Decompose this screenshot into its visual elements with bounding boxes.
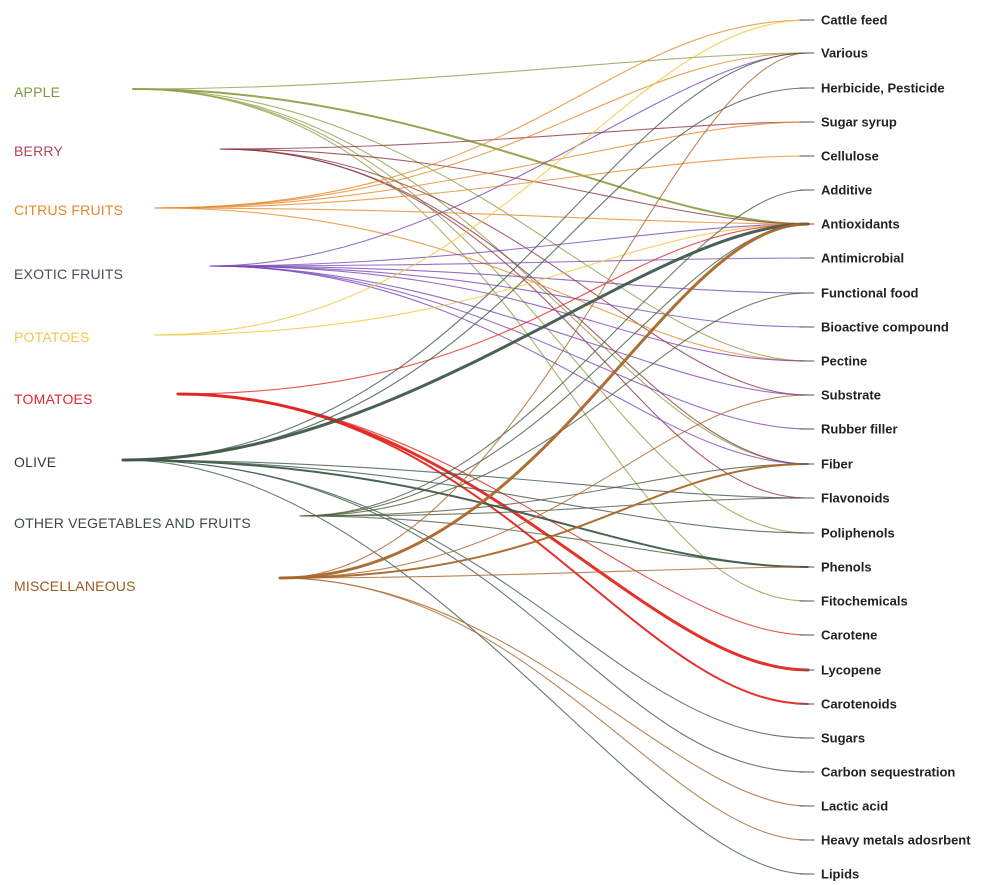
target-label-lipids: Lipids (821, 866, 860, 882)
link-citrus-to-cattle-feed (154, 19, 809, 209)
link-citrus-to-cellulose (154, 155, 809, 209)
target-label-sugars: Sugars (821, 730, 866, 746)
target-label-sugar-syrup: Sugar syrup (821, 114, 897, 130)
target-label-heavy-metals-adosrbent: Heavy metals adosrbent (821, 832, 971, 848)
link-exotic-to-pectine (209, 265, 809, 362)
target-label-lactic-acid: Lactic acid (821, 798, 889, 814)
link-tomatoes-to-antioxidants (177, 223, 809, 395)
link-citrus-to-pectine (154, 207, 809, 362)
link-misc-to-various (279, 52, 809, 579)
link-potatoes-to-antioxidants (154, 223, 809, 336)
link-olive-to-antioxidants (121, 222, 810, 462)
link-apple-to-poliphenols (132, 88, 809, 534)
link-misc-to-lactic-acid (279, 577, 809, 807)
target-label-fitochemicals: Fitochemicals (821, 593, 908, 609)
link-berry-to-antioxidants (219, 148, 809, 225)
source-label-citrus-fruits: CITRUS FRUITS (14, 202, 124, 218)
link-exotic-to-various (209, 52, 809, 267)
link-misc-to-heavy-metals-adosrbent (279, 577, 809, 841)
link-citrus-to-antioxidants (154, 207, 809, 225)
target-label-rubber-filler: Rubber filler (821, 421, 898, 437)
link-exotic-to-bioactive-compound (209, 265, 809, 328)
link-tomatoes-to-carotene (177, 393, 809, 636)
link-olive-to-carbon-sequestration (122, 459, 809, 773)
link-exotic-to-functional-food (209, 265, 809, 294)
link-berry-to-sugar-syrup (219, 121, 809, 150)
target-label-lycopene: Lycopene (821, 662, 882, 678)
link-apple-to-fitochemicals (132, 88, 809, 602)
link-other-to-phenols (299, 515, 809, 568)
link-misc-to-antioxidants (278, 222, 810, 580)
source-label-other-vegetables-and-fruits: OTHER VEGETABLES AND FRUITS (14, 515, 251, 531)
link-apple-to-various (132, 52, 809, 90)
target-label-bioactive-compound: Bioactive compound (821, 319, 949, 335)
link-olive-to-sugars (122, 459, 809, 739)
target-label-pectine: Pectine (821, 353, 868, 369)
source-label-potatoes: POTATOES (14, 329, 90, 345)
link-misc-to-fiber (279, 463, 809, 579)
target-label-carotene: Carotene (821, 627, 878, 643)
target-label-various: Various (821, 45, 868, 61)
link-exotic-to-substrate (209, 265, 809, 396)
link-olive-to-flavonoids (122, 459, 809, 499)
source-label-exotic-fruits: EXOTIC FRUITS (14, 266, 124, 282)
target-label-fiber: Fiber (821, 456, 853, 472)
link-exotic-to-antimicrobial (209, 257, 809, 267)
link-apple-to-antioxidants (132, 88, 809, 225)
target-label-phenols: Phenols (821, 559, 872, 575)
target-label-functional-food: Functional food (821, 285, 919, 301)
target-label-additive: Additive (821, 182, 873, 198)
target-label-antioxidants: Antioxidants (821, 216, 900, 232)
target-label-cellulose: Cellulose (821, 148, 879, 164)
target-label-carotenoids: Carotenoids (821, 696, 897, 712)
link-exotic-to-fiber (209, 265, 809, 465)
link-potatoes-to-cattle-feed (154, 19, 809, 336)
link-exotic-to-antioxidants (209, 223, 809, 267)
link-berry-to-flavonoids (219, 148, 809, 499)
link-citrus-to-various (154, 52, 809, 209)
source-label-miscellaneous: MISCELLANEOUS (14, 578, 136, 594)
target-label-substrate: Substrate (821, 387, 881, 403)
link-berry-to-substrate (219, 148, 809, 396)
link-olive-to-various (122, 52, 809, 461)
link-olive-to-poliphenols (122, 459, 809, 534)
target-label-antimicrobial: Antimicrobial (821, 250, 905, 266)
target-label-cattle-feed: Cattle feed (821, 12, 888, 28)
link-citrus-to-sugar-syrup (154, 121, 809, 209)
link-misc-to-phenols (279, 566, 809, 579)
source-label-berry: BERRY (14, 143, 63, 159)
link-other-to-flavonoids (299, 497, 809, 517)
link-apple-to-fiber (132, 88, 809, 465)
link-exotic-to-rubber-filler (209, 265, 809, 430)
target-label-carbon-sequestration: Carbon sequestration (821, 764, 956, 780)
source-label-apple: APPLE (14, 84, 61, 100)
link-other-to-additive (299, 189, 809, 517)
target-label-poliphenols: Poliphenols (821, 525, 895, 541)
link-other-to-fiber (299, 463, 809, 517)
source-label-tomatoes: TOMATOES (14, 391, 93, 407)
link-tomatoes-to-carotenoids (177, 393, 809, 705)
link-other-to-functional-food (299, 292, 809, 517)
link-olive-to-lipids (122, 459, 809, 875)
link-misc-to-substrate (279, 394, 809, 579)
link-tomatoes-to-lycopene (176, 392, 810, 672)
link-apple-to-pectine (132, 88, 809, 362)
target-label-herbicide-pesticide: Herbicide, Pesticide (821, 80, 945, 96)
target-label-flavonoids: Flavonoids (821, 490, 890, 506)
source-label-olive: OLIVE (14, 454, 57, 470)
